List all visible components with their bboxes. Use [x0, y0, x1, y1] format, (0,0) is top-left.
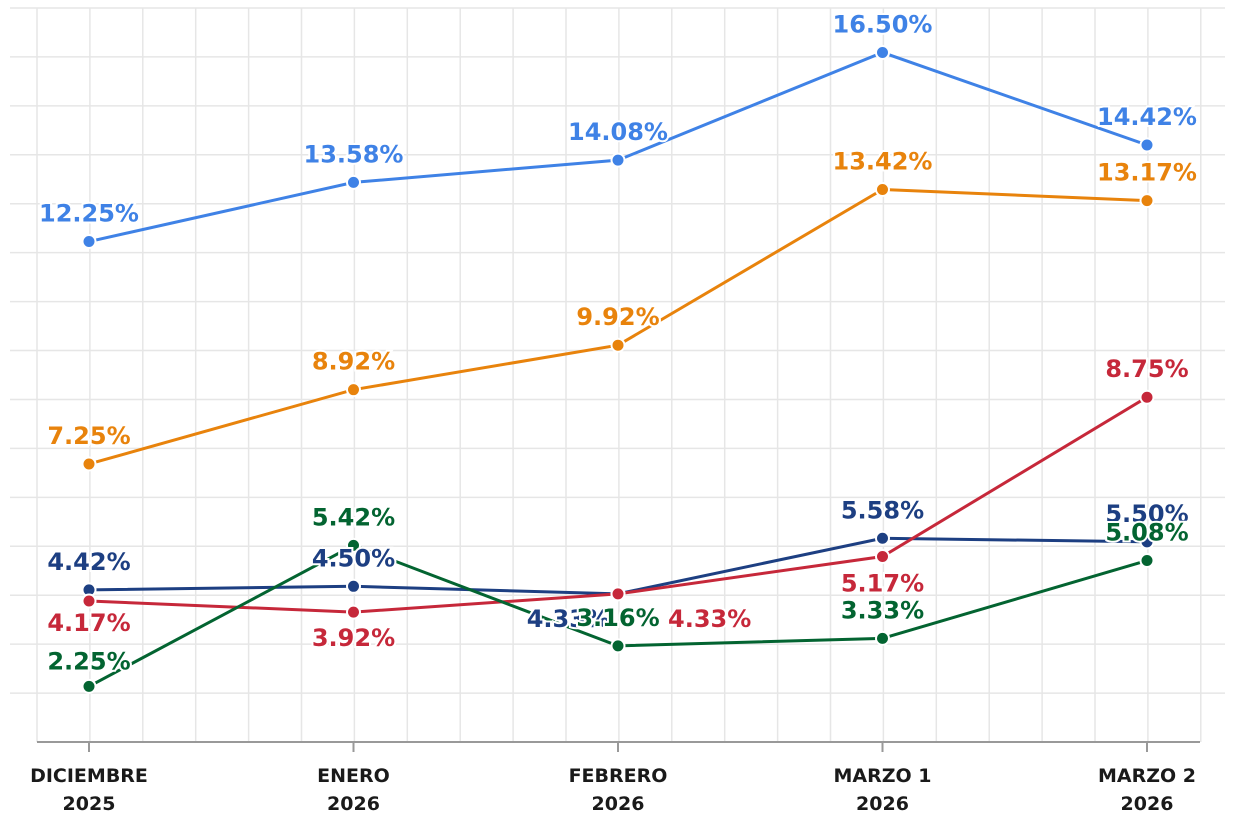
data-label: 8.75%: [1105, 355, 1188, 383]
data-label: 5.50%: [1105, 500, 1188, 528]
x-tick-label: MARZO 2 2026: [1098, 765, 1196, 815]
point: [1139, 553, 1155, 569]
data-label: 14.42%: [1097, 103, 1197, 131]
point: [1139, 389, 1155, 405]
data-label: 5.08%: [1105, 519, 1188, 547]
data-label: 13.58%: [304, 140, 404, 168]
point: [1139, 193, 1155, 209]
series-line: [88, 50, 1148, 244]
series-line: [88, 395, 1148, 614]
point: [875, 530, 890, 546]
point: [610, 586, 626, 602]
data-label: 4.50%: [312, 544, 395, 572]
data-label: 16.50%: [833, 10, 933, 38]
point: [610, 638, 626, 654]
data-label: 4.42%: [47, 548, 130, 576]
point: [346, 537, 361, 553]
point: [875, 44, 890, 60]
point: [610, 337, 626, 353]
point: [1139, 534, 1155, 550]
point: [875, 548, 890, 564]
point: [1139, 137, 1155, 153]
x-tick-label: MARZO 1 2026: [833, 765, 931, 815]
data-label: 14.08%: [568, 118, 668, 146]
x-tick-label: ENERO 2026: [317, 765, 390, 815]
data-label: 2.25%: [47, 647, 130, 675]
data-label: 3.16%: [576, 604, 659, 632]
point: [81, 678, 97, 694]
data-label: 3.33%: [841, 596, 924, 624]
data-label: 5.17%: [841, 569, 924, 597]
data-label: 3.92%: [312, 624, 395, 652]
data-label: 9.92%: [576, 303, 659, 331]
point: [346, 604, 361, 620]
x-tick-label: DICIEMBRE 2025: [30, 765, 148, 815]
point: [875, 630, 890, 646]
point: [610, 152, 626, 168]
point: [346, 382, 361, 398]
point: [346, 578, 361, 594]
point: [81, 456, 97, 472]
point: [875, 181, 890, 197]
data-label: 4.17%: [47, 609, 130, 637]
point: [346, 174, 361, 190]
data-label: 5.58%: [841, 496, 924, 524]
point: [81, 234, 97, 250]
point: [81, 593, 97, 609]
data-label: 4.33%: [668, 605, 751, 633]
data-label: 13.17%: [1097, 159, 1197, 187]
data-label: 13.42%: [833, 147, 933, 175]
x-tick-label: FEBRERO 2026: [569, 765, 668, 815]
data-label: 5.42%: [312, 503, 395, 531]
data-label: 8.92%: [312, 348, 395, 376]
data-label: 7.25%: [47, 422, 130, 450]
data-label: 4.33%: [527, 605, 610, 633]
data-label: 12.25%: [39, 200, 139, 228]
